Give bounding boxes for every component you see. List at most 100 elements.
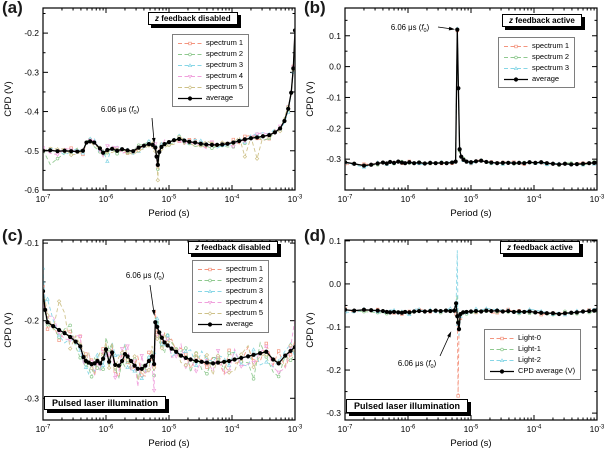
x-tick-label: 10-5 <box>162 424 177 434</box>
legend-swatch <box>504 65 528 70</box>
feedback-italic-z: z <box>509 16 513 25</box>
y-tick-label: -0.3 <box>24 67 39 77</box>
legend-label: average <box>226 319 254 328</box>
y-tick-label: 0.0 <box>329 279 341 289</box>
legend-swatch <box>198 267 222 271</box>
legend-swatch <box>198 300 222 305</box>
annotation-f0: 6.06 μs (f0) <box>126 271 165 282</box>
legend-item: average <box>197 319 263 329</box>
axes <box>42 239 296 421</box>
y-tick-label: -0.4 <box>24 107 39 117</box>
x-tick-label: 10-6 <box>401 424 416 434</box>
legend-label: spectrum 3 <box>532 63 570 72</box>
legend-d: Light-0 Light-1 Light-2 CPD average (V) <box>484 329 582 380</box>
legend-item: Light-1 <box>489 344 575 354</box>
legend-item: spectrum 3 <box>197 286 263 296</box>
legend-c: spectrum 1 spectrum 2 spectrum 3 spectrum 4… <box>192 260 270 333</box>
plot-area-c: 10-7 10-6 10-5 10-4 10-3 -0.1 -0.2 -0.3 Period (… <box>3 238 302 449</box>
panel-letter-d: (d) <box>304 226 326 245</box>
legend-item: spectrum 3 <box>503 63 569 73</box>
feedback-italic-z: z <box>195 243 199 252</box>
x-tick-label: 10-7 <box>36 194 51 204</box>
feedback-italic-z: z <box>507 243 511 252</box>
y-tick-label: -0.1 <box>326 92 341 102</box>
y-tick-label: -0.2 <box>326 365 341 375</box>
axes <box>42 7 296 191</box>
panel-a: 10-7 10-6 10-5 10-4 10-3 -0.2 -0.3 -0.4 -0.5 -0.6… <box>0 0 302 228</box>
legend-item: average <box>503 74 569 84</box>
legend-item: spectrum 1 <box>177 38 243 48</box>
feedback-text: feedback active <box>513 16 575 25</box>
plot-area-b: 10-7 10-6 10-5 10-4 10-3 0.1 0.0 -0.1 -0.2 -0.3 Pe… <box>305 7 605 219</box>
x-tick-label: 10-7 <box>36 424 51 434</box>
legend-item: Light-0 <box>489 333 575 343</box>
legend-item: Light-2 <box>489 355 575 365</box>
x-tick-label: 10-6 <box>401 194 416 204</box>
legend-swatch <box>198 288 222 293</box>
legend-swatch <box>178 62 202 67</box>
legend-item: spectrum 5 <box>177 82 243 92</box>
x-tick-label: 10-3 <box>288 424 302 434</box>
feedback-status-label-b: z feedback active <box>502 14 582 27</box>
x-tick-label: 10-3 <box>288 194 302 204</box>
spectrum-line <box>43 34 295 181</box>
y-tick-label: -0.3 <box>326 154 341 164</box>
x-tick-label: 10-4 <box>225 194 240 204</box>
annotation-arrow <box>149 284 155 314</box>
x-axis-title: Period (s) <box>450 208 491 219</box>
annotation-arrow <box>151 117 155 142</box>
legend-swatch <box>504 76 528 82</box>
annotation-arrow <box>439 333 451 357</box>
y-tick-label: 0.0 <box>329 62 341 72</box>
y-tick-label: 0.1 <box>329 31 341 41</box>
legend-label: spectrum 2 <box>226 275 264 284</box>
legend-label: spectrum 1 <box>206 38 244 47</box>
legend-swatch <box>198 321 222 327</box>
legend-swatch <box>178 41 202 45</box>
legend-label: spectrum 1 <box>532 41 570 50</box>
legend-item: spectrum 3 <box>177 60 243 70</box>
axes <box>344 7 598 191</box>
y-tick-label: 0.1 <box>329 236 341 246</box>
legend-item: spectrum 1 <box>197 264 263 274</box>
legend-label: Light-0 <box>518 333 541 342</box>
y-axis-title: CPD (V) <box>305 81 316 116</box>
x-axis-title: Period (s) <box>148 438 189 449</box>
legend-swatch <box>490 347 514 351</box>
x-tick-label: 10-4 <box>527 424 542 434</box>
legend-label: spectrum 1 <box>226 264 264 273</box>
series-group <box>43 266 295 393</box>
feedback-status-label-d: z feedback active <box>500 241 580 254</box>
spectrum-line <box>345 294 597 324</box>
legend-item: spectrum 4 <box>177 71 243 81</box>
feedback-italic-z: z <box>155 14 159 23</box>
legend-swatch <box>490 336 514 340</box>
y-tick-label: -0.3 <box>326 408 341 418</box>
legend-label: spectrum 5 <box>226 308 264 317</box>
x-tick-label: 10-7 <box>338 424 353 434</box>
x-tick-label: 10-6 <box>99 424 114 434</box>
legend-label: Light-1 <box>518 344 541 353</box>
panel-b: 10-7 10-6 10-5 10-4 10-3 0.1 0.0 -0.1 -0.2 -0.3 Pe… <box>302 0 605 228</box>
y-tick-label: -0.5 <box>24 146 39 156</box>
spectrum-line <box>43 33 295 170</box>
x-tick-label: 10-5 <box>464 194 479 204</box>
feedback-text: feedback disabled <box>159 14 231 23</box>
x-tick-label: 10-3 <box>590 424 605 434</box>
y-axis-title: CPD (V) <box>305 312 316 347</box>
legend-swatch <box>198 278 222 282</box>
legend-swatch <box>178 52 202 56</box>
spectrum-line <box>345 250 597 336</box>
legend-label: CPD average (V) <box>518 366 576 375</box>
legend-label: spectrum 5 <box>206 82 244 91</box>
legend-swatch <box>178 74 202 79</box>
legend-item: spectrum 2 <box>197 275 263 285</box>
banner-pulsed-laser-d: Pulsed laser illumination <box>346 399 469 413</box>
x-axis-title: Period (s) <box>450 438 491 449</box>
series-group <box>345 26 597 169</box>
legend-swatch <box>178 95 202 101</box>
y-tick-label: -0.1 <box>24 238 39 248</box>
y-tick-label: -0.3 <box>24 393 39 403</box>
legend-a: spectrum 1 spectrum 2 spectrum 3 spectrum 4… <box>172 34 250 107</box>
